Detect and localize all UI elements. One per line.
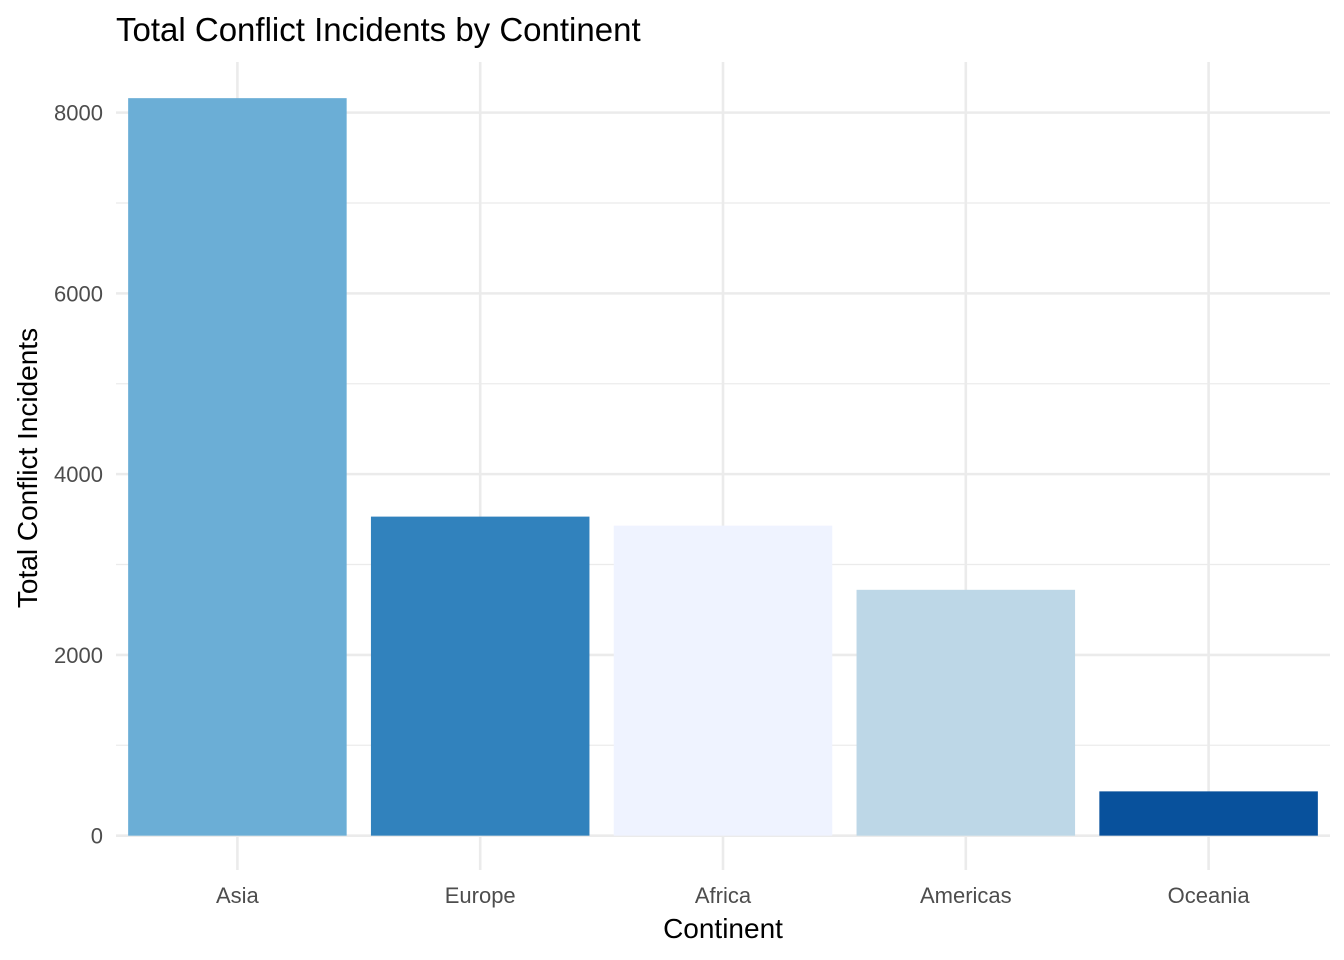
bar-americas xyxy=(856,589,1076,836)
chart-title: Total Conflict Incidents by Continent xyxy=(116,11,641,48)
y-tick-label: 0 xyxy=(91,824,103,849)
x-tick-label-oceania: Oceania xyxy=(1168,883,1251,908)
bar-africa xyxy=(613,525,833,836)
bar-asia xyxy=(128,98,347,836)
x-tick-label-africa: Africa xyxy=(695,883,752,908)
y-tick-label: 4000 xyxy=(54,462,103,487)
bars-layer xyxy=(128,98,1318,836)
x-tick-label-americas: Americas xyxy=(920,883,1012,908)
y-tick-label: 2000 xyxy=(54,643,103,668)
x-tick-label-europe: Europe xyxy=(445,883,516,908)
y-axis-title: Total Conflict Incidents xyxy=(12,328,43,608)
y-tick-label: 6000 xyxy=(54,281,103,306)
x-axis-title: Continent xyxy=(663,913,783,944)
y-tick-label: 8000 xyxy=(54,101,103,126)
x-tick-label-asia: Asia xyxy=(216,883,260,908)
bar-oceania xyxy=(1099,791,1318,836)
x-axis-ticks: Asia Europe Africa Americas Oceania xyxy=(216,883,1250,908)
bar-europe xyxy=(370,516,590,836)
y-axis-ticks: 0 2000 4000 6000 8000 xyxy=(54,101,103,849)
